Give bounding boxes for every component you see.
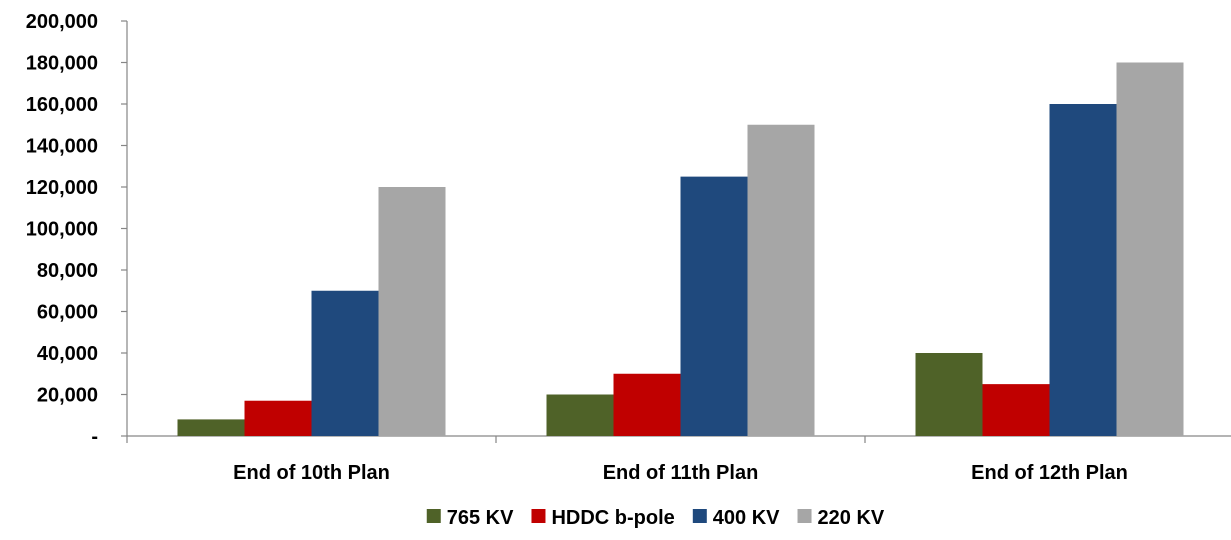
y-tick-label: 140,000	[26, 136, 98, 158]
bar-400-kv-1	[311, 290, 379, 436]
y-tick-label: 40,000	[37, 343, 98, 365]
y-tick-label: -	[91, 426, 98, 448]
legend-label: 400 KV	[713, 507, 780, 529]
bar-220-kv-2	[747, 124, 815, 436]
legend-swatch	[692, 509, 707, 523]
y-tick-label: 120,000	[26, 177, 98, 199]
bar-765-kv-3	[915, 353, 983, 436]
bar-220-kv-1	[378, 187, 446, 436]
bar-765-kv-1	[177, 419, 245, 436]
bars	[177, 62, 1184, 436]
y-tick-label: 100,000	[26, 219, 98, 241]
bar-220-kv-3	[1116, 62, 1184, 436]
x-category-label: End of 10th Plan	[233, 462, 390, 484]
legend-label: 220 KV	[818, 507, 885, 529]
legend: 765 KV HDDC b-pole 400 KV 220 KV	[426, 507, 885, 529]
y-tick-label: 160,000	[26, 94, 98, 116]
legend-label: 765 KV	[447, 507, 514, 529]
legend-label: HDDC b-pole	[551, 507, 674, 529]
labels: - 20,000 40,000 60,000 80,000 100,000 120,000 1…	[26, 11, 1128, 484]
y-tick-label: 200,000	[26, 11, 98, 33]
bar-hddc-b-pole-1	[244, 400, 312, 436]
x-category-label: End of 11th Plan	[603, 462, 759, 484]
bar-hddc-b-pole-2	[613, 373, 681, 436]
x-category-label: End of 12th Plan	[971, 462, 1128, 484]
legend-swatch	[797, 509, 812, 523]
bar-765-kv-2	[546, 394, 614, 436]
legend-swatch	[531, 509, 546, 523]
y-tick-label: 180,000	[26, 53, 98, 75]
y-tick-label: 80,000	[37, 260, 98, 282]
bar-hddc-b-pole-3	[982, 384, 1050, 436]
bar-400-kv-2	[680, 176, 748, 436]
y-tick-label: 60,000	[37, 302, 98, 324]
legend-swatch	[426, 509, 441, 523]
y-tick-label: 20,000	[37, 385, 98, 407]
bar-400-kv-3	[1049, 104, 1117, 436]
